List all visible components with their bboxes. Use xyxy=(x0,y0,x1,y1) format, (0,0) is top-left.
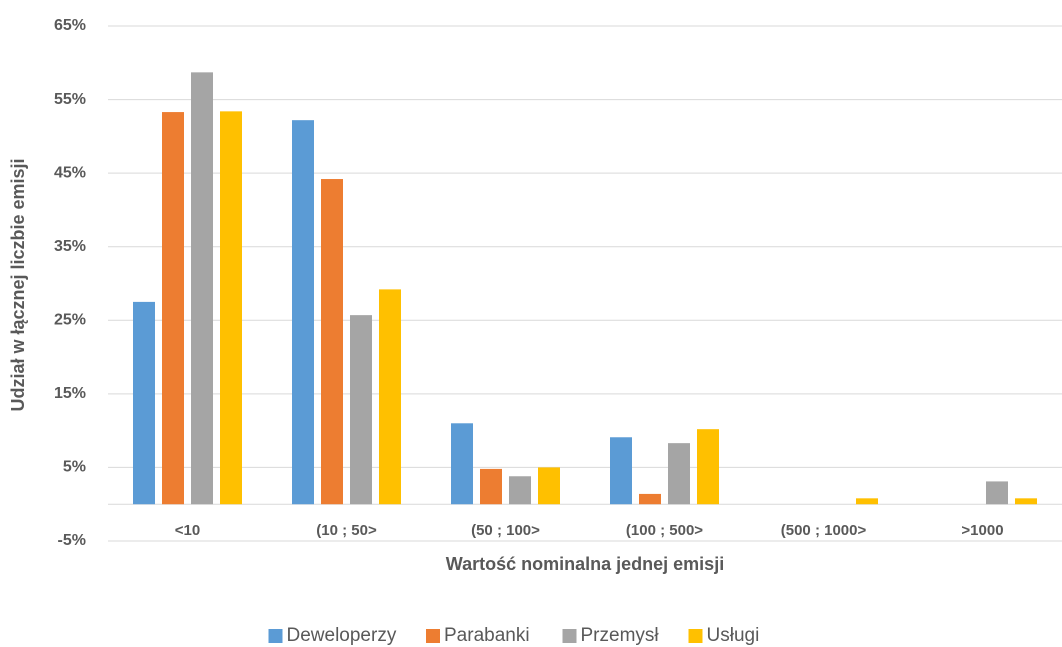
bar xyxy=(1015,498,1037,505)
bar xyxy=(350,315,372,505)
bar xyxy=(451,423,473,505)
bar xyxy=(162,112,184,505)
legend-swatch xyxy=(688,629,703,643)
y-tick-label: 15% xyxy=(54,385,86,402)
bar xyxy=(321,179,343,505)
legend-label: Przemysł xyxy=(581,625,660,646)
bar xyxy=(191,72,213,505)
bar xyxy=(379,289,401,505)
x-tick-label: (50 ; 100> xyxy=(471,522,540,539)
bar xyxy=(986,481,1008,505)
legend-swatch xyxy=(562,629,577,643)
y-tick-label: 55% xyxy=(54,91,86,108)
legend-label: Usługi xyxy=(707,625,760,646)
bar xyxy=(133,301,155,505)
x-tick-label: (500 ; 1000> xyxy=(781,522,867,539)
y-tick-label: 25% xyxy=(54,312,86,329)
bar xyxy=(480,468,502,505)
bar xyxy=(220,111,242,505)
bar xyxy=(610,437,632,505)
x-tick-label: (10 ; 50> xyxy=(316,522,377,539)
y-axis-title: Udział w łącznej liczbie emisji xyxy=(8,158,28,411)
bar xyxy=(668,443,690,505)
bar xyxy=(697,429,719,505)
bar xyxy=(856,498,878,505)
y-tick-label: 5% xyxy=(63,459,86,476)
bar xyxy=(639,493,661,505)
legend-swatch xyxy=(426,629,440,643)
y-tick-label: 65% xyxy=(54,17,86,34)
bar xyxy=(292,120,314,505)
x-tick-label: >1000 xyxy=(961,522,1003,539)
y-tick-label: 45% xyxy=(54,164,86,181)
legend-swatch xyxy=(268,629,283,643)
y-tick-label: 35% xyxy=(54,238,86,255)
y-tick-label: -5% xyxy=(58,532,86,549)
bar xyxy=(509,476,531,505)
x-tick-label: <10 xyxy=(175,522,200,539)
legend-label: Parabanki xyxy=(444,625,530,646)
x-axis-title: Wartość nominalna jednej emisji xyxy=(446,554,724,574)
x-tick-label: (100 ; 500> xyxy=(626,522,703,539)
bar xyxy=(538,467,560,505)
legend-label: Deweloperzy xyxy=(287,625,397,646)
